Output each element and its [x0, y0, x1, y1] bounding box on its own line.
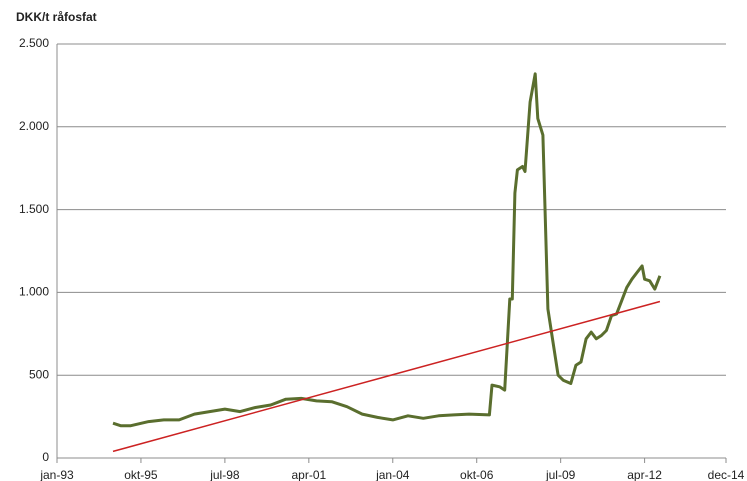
y-tick-label: 1.500: [19, 202, 49, 216]
y-tick-label: 500: [29, 367, 49, 381]
x-tick-label: apr-01: [291, 468, 326, 481]
y-tick-label: 2.000: [19, 119, 49, 133]
x-tick-label: jan-93: [39, 468, 74, 481]
x-tick-label: okt-95: [124, 468, 158, 481]
x-tick-label: jul-09: [545, 468, 576, 481]
y-tick-label: 0: [42, 450, 49, 464]
series-line: [112, 72, 662, 428]
x-tick-label: apr-12: [627, 468, 662, 481]
y-tick-label: 2.500: [19, 36, 49, 50]
x-tick-label: jul-98: [209, 468, 240, 481]
series-line: [112, 300, 661, 453]
x-tick-label: okt-06: [460, 468, 494, 481]
y-axis-label: DKK/t råfosfat: [16, 10, 97, 24]
y-tick-label: 1.000: [19, 285, 49, 299]
x-tick-label: dec-14: [708, 468, 745, 481]
x-tick-label: jan-04: [375, 468, 410, 481]
